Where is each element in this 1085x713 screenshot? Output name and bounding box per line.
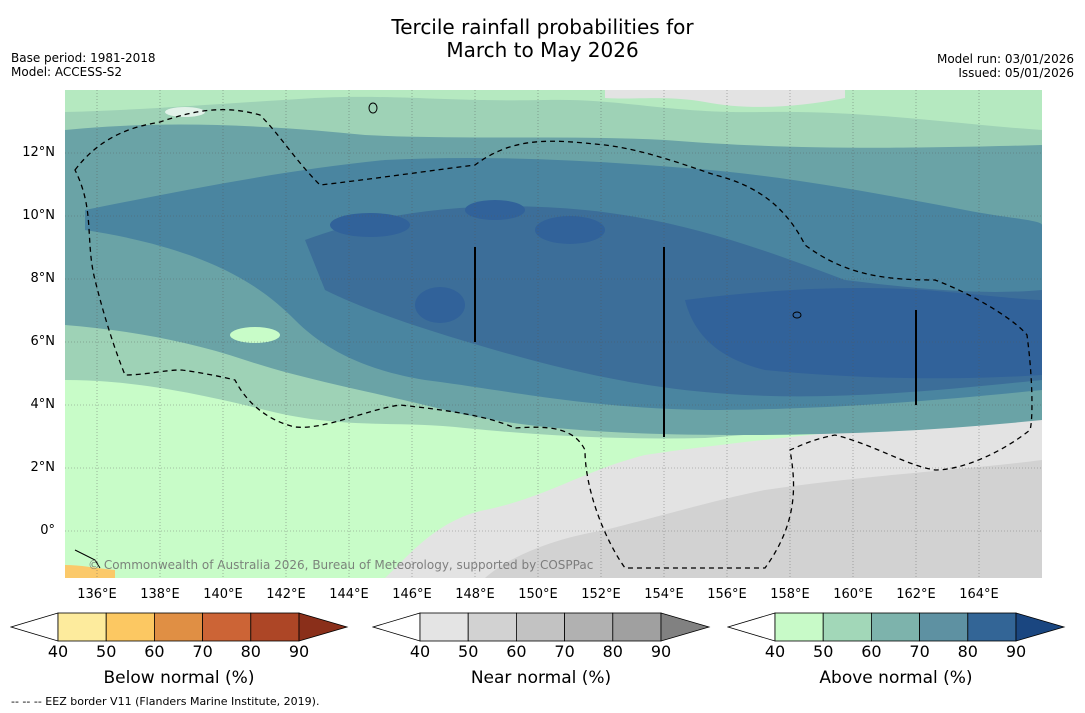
colorbar-near-segment (612, 612, 662, 642)
colorbar-near-tick: 90 (650, 642, 672, 661)
lat-label-8n: 8°N (30, 271, 56, 286)
colorbar-above-tick: 70 (909, 642, 930, 661)
lon-label-156e: 156°E (707, 587, 747, 602)
model-run-date: Model run: 03/01/2026 (936, 52, 1074, 66)
colorbar-near-tick: 80 (602, 642, 623, 661)
map-title-line-1: Tercile rainfall probabilities for (391, 15, 694, 39)
colorbar-above-tick: 60 (861, 642, 882, 661)
colorbar-title-near: Near normal (%) (470, 668, 612, 688)
deep-blue-patch-2 (535, 216, 605, 244)
lon-label-158e: 158°E (770, 587, 810, 602)
lat-label-0: 0° (40, 523, 55, 538)
colorbar-above-tick: 50 (813, 642, 834, 661)
colorbar-above-tick: 90 (1005, 642, 1027, 661)
lon-label-136e: 136°E (77, 587, 117, 602)
colorbar-below-tick: 80 (240, 642, 261, 661)
deep-blue-patch-3 (330, 213, 410, 237)
lat-label-6n: 6°N (30, 334, 56, 349)
base-period: Base period: 1981-2018 (11, 51, 156, 65)
forecast-map: © Commonwealth of Australia 2026, Bureau… (65, 90, 1042, 578)
below-normal-patch (65, 565, 115, 578)
south-near-normal-darker-area (485, 460, 1042, 578)
colorbar-above-tick: 80 (957, 642, 978, 661)
issued-date: Issued: 05/01/2026 (958, 66, 1074, 80)
colorbar-near-right-extend (660, 612, 711, 642)
colorbar-below-segment (202, 612, 252, 642)
colorbar-above-right-extend (1015, 612, 1066, 642)
colorbar-above-segment (967, 612, 1017, 642)
lat-lon-grid (65, 90, 1042, 578)
eez-border (74, 109, 1033, 569)
lon-label-164e: 164°E (959, 587, 999, 602)
colorbar-below-tick: 40 (47, 642, 69, 661)
colorbar-near-normal (372, 612, 711, 642)
island-outline-2 (792, 311, 802, 319)
colorbar-below-normal (10, 612, 349, 642)
lon-label-150e: 150°E (518, 587, 558, 602)
lon-label-138e: 138°E (140, 587, 180, 602)
colorbar-above-segment (919, 612, 969, 642)
colorbar-below-segment (153, 612, 203, 642)
colorbar-near-segment (419, 612, 469, 642)
colorbar-title-above: Above normal (%) (819, 668, 973, 688)
deep-blue-patch-4 (415, 287, 465, 323)
lon-label-162e: 162°E (896, 587, 936, 602)
colorbar-title-below: Below normal (%) (103, 668, 255, 688)
deep-blue-patch-1 (465, 200, 525, 220)
colorbar-near-segment (515, 612, 565, 642)
lon-label-160e: 160°E (833, 587, 873, 602)
colorbar-below-tick: 70 (192, 642, 213, 661)
colorbar-below-segment (105, 612, 155, 642)
colorbar-below-tick: 90 (288, 642, 310, 661)
colorbar-above-tick: 40 (764, 642, 786, 661)
lon-label-144e: 144°E (329, 587, 369, 602)
lat-label-4n: 4°N (30, 397, 56, 412)
lat-label-10n: 10°N (22, 208, 55, 223)
colorbar-below-tick: 60 (144, 642, 165, 661)
colorbar-above-segment (870, 612, 920, 642)
colorbar-above-normal (727, 612, 1066, 642)
north-near-normal-area (605, 90, 845, 107)
eez-footnote: -- -- -- EEZ border V11 (Flanders Marine… (11, 695, 320, 708)
lon-label-142e: 142°E (266, 587, 306, 602)
lon-label-154e: 154°E (644, 587, 684, 602)
lat-label-2n: 2°N (30, 460, 56, 475)
copyright-notice: © Commonwealth of Australia 2026, Bureau… (88, 558, 594, 572)
lon-label-152e: 152°E (581, 587, 621, 602)
colorbar-near-left-extend (372, 612, 421, 642)
colorbar-near-tick: 50 (458, 642, 479, 661)
colorbar-near-tick: 70 (554, 642, 575, 661)
coastline-new-guinea (74, 549, 101, 569)
lon-label-140e: 140°E (203, 587, 243, 602)
cloud-patch (165, 107, 205, 117)
deep-blue-zone (685, 288, 1042, 379)
colorbar-above-segment (822, 612, 872, 642)
island-outline-1 (368, 102, 378, 114)
colorbar-above-left-extend (727, 612, 776, 642)
colorbar-below-left-extend (10, 612, 59, 642)
lon-label-146e: 146°E (392, 587, 432, 602)
colorbar-near-segment (467, 612, 517, 642)
colorbar-below-tick: 50 (96, 642, 117, 661)
lon-label-148e: 148°E (455, 587, 495, 602)
model-name: Model: ACCESS-S2 (11, 65, 123, 79)
map-title-line-2: March to May 2026 (446, 38, 639, 62)
map-canvas (65, 90, 1042, 578)
colorbar-below-segment (250, 612, 300, 642)
colorbar-near-segment (564, 612, 614, 642)
light-patch-1 (230, 327, 280, 343)
colorbar-near-tick: 40 (409, 642, 431, 661)
colorbar-near-tick: 60 (506, 642, 527, 661)
colorbar-below-right-extend (298, 612, 349, 642)
lat-label-12n: 12°N (22, 145, 55, 160)
colorbar-above-segment (774, 612, 824, 642)
colorbar-below-segment (57, 612, 107, 642)
